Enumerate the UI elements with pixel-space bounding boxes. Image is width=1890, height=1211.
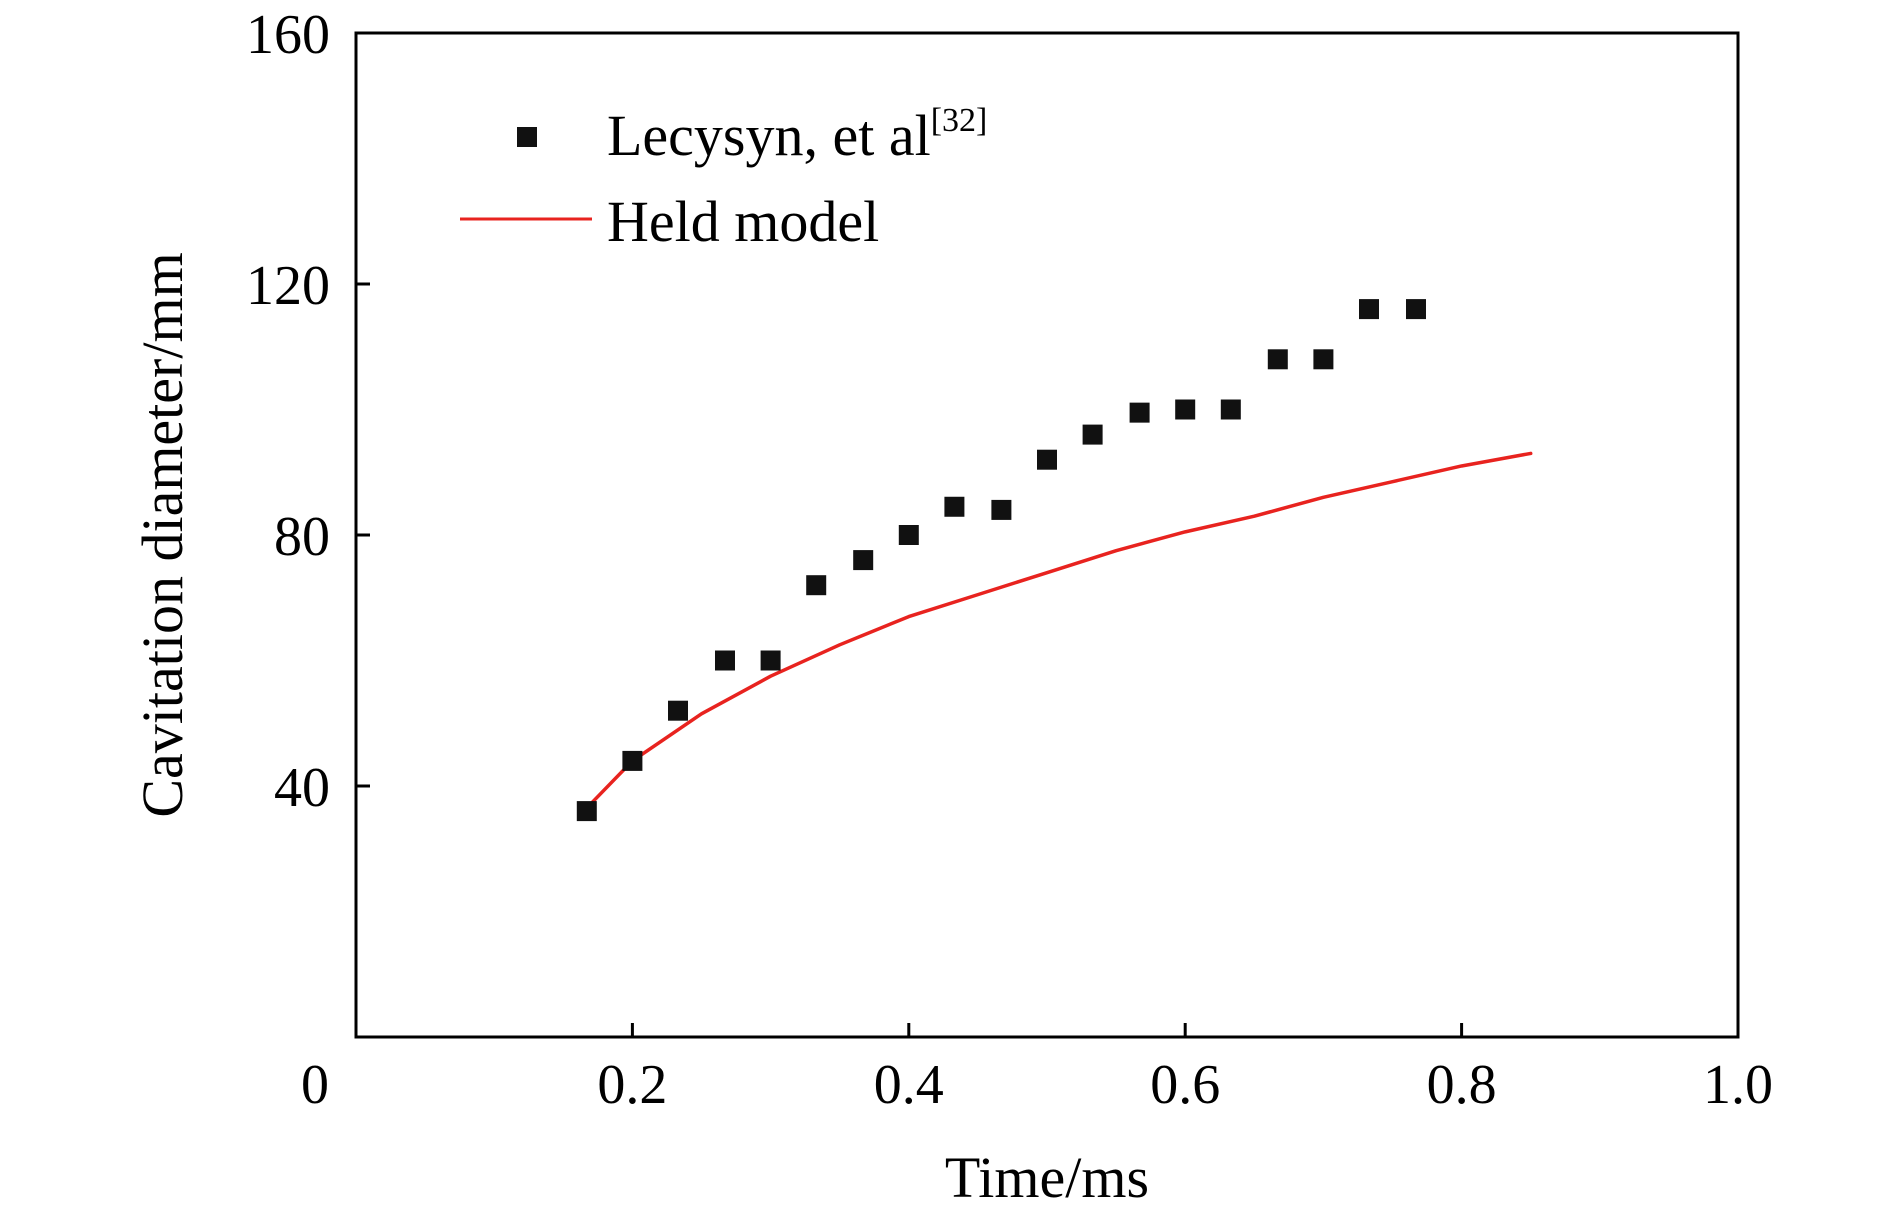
- legend-label-lecysyn: Lecysyn, et al[32]: [607, 102, 987, 168]
- data-point: [622, 750, 643, 771]
- data-point: [1175, 399, 1196, 420]
- x-tick-label: 0.8: [1427, 1054, 1497, 1116]
- data-point: [1313, 349, 1334, 370]
- x-axis-title: Time/ms: [945, 1145, 1149, 1210]
- data-point: [576, 801, 597, 822]
- data-point: [668, 700, 689, 721]
- held-model-line: [585, 451, 1533, 810]
- data-point: [1267, 349, 1288, 370]
- data-point: [1037, 449, 1057, 470]
- data-point: [1220, 399, 1241, 420]
- plot-frame: [354, 31, 1740, 1039]
- data-point: [714, 650, 735, 671]
- y-tick-label: 40: [274, 757, 330, 819]
- data-point: [1129, 402, 1150, 423]
- data-point: [898, 525, 919, 545]
- legend-label-held-model: Held model: [607, 189, 879, 254]
- data-point: [760, 650, 781, 671]
- y-axis-title: Cavitation diameter/mm: [130, 252, 195, 817]
- data-point: [1405, 299, 1426, 320]
- legend-label-superscript: [32]: [931, 102, 988, 139]
- x-tick-label: 0.6: [1150, 1054, 1220, 1116]
- data-point: [1359, 299, 1380, 320]
- x-tick-label: 0.4: [874, 1054, 944, 1116]
- held-model-series: [585, 451, 1533, 810]
- lecysyn-series: [576, 299, 1426, 822]
- legend-marker-square: [517, 127, 537, 147]
- data-point: [1082, 424, 1103, 445]
- data-point: [991, 499, 1012, 520]
- legend: Lecysyn, et al[32] Held model: [460, 102, 987, 254]
- data-point: [806, 575, 827, 596]
- x-tick-label: 0.2: [597, 1054, 667, 1116]
- x-axis-ticks: 0 0.2 0.4 0.6 0.8 1.0: [301, 1023, 1773, 1116]
- legend-label-text: Lecysyn, et al: [607, 103, 931, 168]
- y-tick-label: 80: [274, 506, 330, 568]
- data-point: [944, 496, 965, 517]
- y-tick-label: 120: [246, 255, 330, 317]
- y-axis-ticks: 40 80 120 160: [246, 4, 370, 819]
- y-tick-label: 160: [246, 4, 330, 66]
- data-point: [853, 550, 874, 571]
- x-tick-label: 1.0: [1703, 1054, 1773, 1116]
- x-tick-label: 0: [301, 1054, 329, 1116]
